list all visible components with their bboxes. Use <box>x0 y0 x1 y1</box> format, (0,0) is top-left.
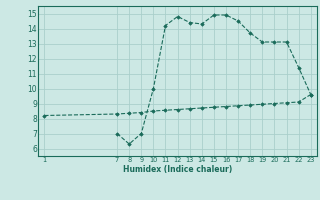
X-axis label: Humidex (Indice chaleur): Humidex (Indice chaleur) <box>123 165 232 174</box>
